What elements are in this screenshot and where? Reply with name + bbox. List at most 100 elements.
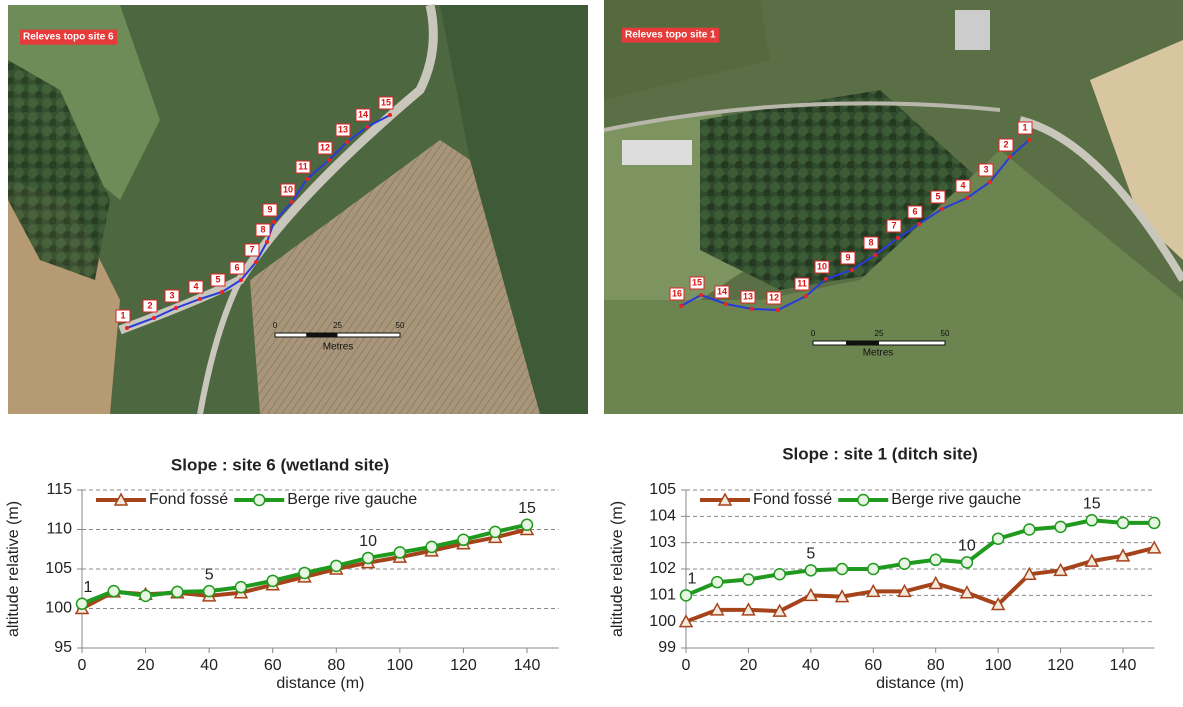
data-marker <box>139 589 152 603</box>
point-annotation: 10 <box>958 538 976 555</box>
x-tick-label: 80 <box>927 657 945 674</box>
point-label: 16 <box>672 288 682 298</box>
survey-point <box>345 140 349 144</box>
point-annotation: 1 <box>688 571 697 588</box>
point-label: 2 <box>1003 139 1008 149</box>
map-title-box <box>20 29 118 45</box>
data-line <box>685 545 1155 624</box>
data-marker <box>457 533 470 547</box>
survey-point <box>873 253 877 257</box>
point-label-box <box>1017 121 1033 135</box>
data-marker <box>1085 514 1099 527</box>
data-marker <box>866 583 881 598</box>
data-marker <box>330 559 343 573</box>
survey-point <box>327 158 331 162</box>
survey-point <box>265 240 269 244</box>
point-label-box <box>280 183 296 197</box>
point-label: 10 <box>817 261 827 271</box>
data-marker <box>709 602 725 616</box>
point-label-box <box>840 251 856 265</box>
y-tick-label: 100 <box>45 600 72 617</box>
data-marker <box>425 540 438 554</box>
x-tick-label: 140 <box>514 657 541 674</box>
point-label: 6 <box>234 262 239 272</box>
survey-point <box>305 177 309 181</box>
point-label: 13 <box>743 291 753 301</box>
legend-label: Berge rive gauche <box>287 491 417 508</box>
data-marker <box>1115 548 1131 562</box>
data-marker <box>897 583 912 598</box>
survey-point <box>850 268 854 272</box>
point-label-box <box>907 205 923 219</box>
point-label: 11 <box>797 278 807 288</box>
point-label-box <box>669 287 685 301</box>
y-tick-label: 105 <box>649 481 676 498</box>
scale-tick: 0 <box>811 329 816 338</box>
scale-bar <box>846 341 879 345</box>
point-label-box <box>766 291 782 305</box>
data-marker <box>742 573 755 586</box>
legend-marker <box>113 492 129 506</box>
point-label: 2 <box>147 300 152 310</box>
data-marker <box>1116 516 1130 530</box>
data-marker <box>710 575 724 589</box>
survey-point <box>824 277 828 281</box>
scale-tick: 25 <box>875 329 884 338</box>
survey-point <box>198 297 202 301</box>
y-axis-label: altitude relative (m) <box>5 501 22 637</box>
point-label-box <box>244 243 260 257</box>
chart-title: Slope : site 1 (ditch site) <box>782 444 978 463</box>
survey-point <box>220 290 224 294</box>
survey-point <box>724 302 728 306</box>
point-label-box <box>164 289 180 303</box>
scale-unit: Metres <box>863 348 894 359</box>
point-annotation: 1 <box>84 579 93 596</box>
data-marker <box>75 597 89 611</box>
y-tick-label: 100 <box>649 613 676 630</box>
survey-point <box>174 306 178 310</box>
point-annotation: 15 <box>1083 496 1101 513</box>
point-label-box <box>955 179 971 193</box>
y-tick-label: 102 <box>649 560 676 577</box>
x-tick-label: 140 <box>1110 657 1137 674</box>
data-marker <box>520 518 534 532</box>
survey-point <box>750 307 754 311</box>
point-label-box <box>229 261 245 275</box>
survey-point <box>272 220 276 224</box>
x-tick-label: 20 <box>137 657 155 674</box>
point-label-box <box>714 285 730 299</box>
charts: Slope : site 6 (wetland site)95100105110… <box>5 444 1162 692</box>
point-label: 1 <box>120 310 125 320</box>
chart-title: Slope : site 6 (wetland site) <box>171 455 389 474</box>
point-annotation: 10 <box>359 533 377 550</box>
data-marker <box>1054 520 1067 534</box>
data-marker <box>1147 516 1161 530</box>
data-marker <box>990 596 1006 611</box>
point-label-box <box>998 138 1014 152</box>
survey-point <box>239 278 243 282</box>
point-label: 5 <box>215 274 220 284</box>
y-tick-label: 104 <box>649 508 676 525</box>
point-label-box <box>794 277 810 291</box>
survey-point <box>965 196 969 200</box>
data-marker <box>679 589 693 602</box>
point-label: 12 <box>769 292 779 302</box>
map-title: Releves topo site 1 <box>625 30 716 41</box>
point-label-box <box>978 163 994 177</box>
point-label-box <box>355 108 371 122</box>
x-tick-label: 40 <box>802 657 820 674</box>
y-tick-label: 110 <box>46 521 72 538</box>
y-tick-label: 101 <box>649 587 676 604</box>
data-marker <box>959 585 975 599</box>
point-label-box <box>378 96 394 110</box>
map-title: Releves topo site 6 <box>23 32 114 43</box>
data-marker <box>991 532 1005 545</box>
point-annotation: 5 <box>806 546 815 563</box>
data-marker <box>107 584 121 598</box>
y-tick-label: 99 <box>658 639 676 656</box>
x-tick-label: 120 <box>450 657 477 674</box>
scale-tick: 50 <box>396 321 405 330</box>
data-marker <box>741 602 756 616</box>
point-label: 12 <box>320 142 330 152</box>
